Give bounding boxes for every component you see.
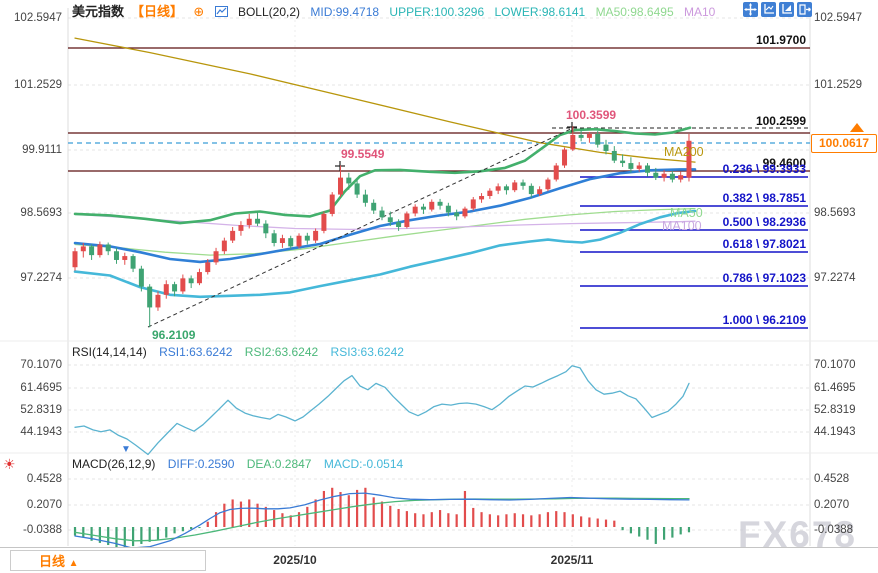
axis-label-left: 0.4528 [26, 473, 62, 485]
annotation-MA200: MA200 [664, 145, 704, 159]
axis-label-right: 52.8319 [814, 404, 856, 416]
annotation-MA50: MA50 [670, 206, 703, 220]
period-selector-button[interactable]: 日线 ▲ [10, 550, 206, 571]
axis-label-right: 0.2070 [814, 499, 850, 511]
pan-icon[interactable] [743, 2, 758, 17]
chart-header: 美元指数 【日线】 ⊕ BOLL(20,2) MID:99.4718 UPPER:… [72, 1, 722, 20]
axis-label-left: 44.1943 [20, 426, 62, 438]
axis-label-left: 52.8319 [20, 404, 62, 416]
boll-label[interactable]: BOLL(20,2) [237, 5, 301, 19]
ma50-value: MA50:98.6495 [595, 5, 674, 19]
annotation-96.2109: 96.2109 [152, 328, 196, 342]
boll-lower-value: LOWER:98.6141 [494, 5, 586, 19]
fib-level-label: 0.236 \ 99.3933 [722, 162, 806, 176]
rsi3-value: RSI3:63.6242 [330, 345, 404, 359]
axis-label-right: 97.2274 [814, 272, 856, 284]
rsi1-value: RSI1:63.6242 [159, 345, 233, 359]
axis-label-left: 101.2529 [14, 79, 62, 91]
ma10-label: MA10 [683, 5, 716, 19]
fib-level-label: 0.618 \ 97.8021 [722, 237, 806, 251]
axis-label-right: 0.4528 [814, 473, 850, 485]
axis-label-right: 44.1943 [814, 426, 856, 438]
triangle-up-icon: ▲ [68, 558, 79, 569]
axis-label-left: 61.4695 [20, 382, 62, 394]
macd-label[interactable]: MACD(26,12,9) [72, 457, 156, 471]
axis-label-left: 98.5693 [20, 207, 62, 219]
fib-level-label: 0.500 \ 98.2936 [722, 215, 806, 229]
axis-label-left: -0.0388 [22, 524, 62, 536]
macd-diff-value: DIFF:0.2590 [167, 457, 235, 471]
axis-label-right: 70.1070 [814, 359, 856, 371]
annotation-MA100: MA100 [662, 219, 702, 233]
price-line-label: 100.2599 [755, 114, 806, 128]
chevron-down-icon[interactable]: ▼ [121, 444, 131, 455]
boll-upper-value: UPPER:100.3296 [389, 5, 485, 19]
indicator-chart-icon[interactable] [214, 5, 228, 19]
axis-label-right: 101.2529 [814, 79, 862, 91]
fib-level-label: 0.786 \ 97.1023 [722, 271, 806, 285]
fib-level-label: 1.000 \ 96.2109 [722, 313, 806, 327]
rsi-header: RSI(14,14,14) RSI1:63.6242 RSI2:63.6242 … [72, 345, 413, 359]
axis-label-right: 102.5947 [814, 12, 862, 24]
symbol-name[interactable]: 美元指数 [72, 4, 125, 19]
axis-label-left: 102.5947 [14, 12, 62, 24]
chart-toolbar [743, 2, 812, 17]
period-label: 日线 [39, 554, 66, 569]
macd-dea-value: DEA:0.2847 [246, 457, 312, 471]
bottom-bar: 日线 ▲ 2025/10 2025/11 [0, 547, 878, 573]
axis-label-left: 99.9111 [22, 144, 62, 156]
x-axis-date: 2025/11 [550, 553, 594, 567]
fib-level-label: 0.382 \ 98.7851 [722, 191, 806, 205]
axis-label-right: 61.4695 [814, 382, 856, 394]
period-tag[interactable]: 【日线】 [131, 4, 184, 19]
indicator-settings-icon[interactable]: ☀ [3, 456, 16, 472]
annotation-99.5549: 99.5549 [341, 147, 385, 161]
boll-mid-value: MID:99.4718 [310, 5, 380, 19]
axis-range-icon[interactable] [761, 2, 776, 17]
axis-label-left: 70.1070 [20, 359, 62, 371]
x-axis-date: 2025/10 [273, 553, 317, 567]
add-compare-icon[interactable]: ⊕ [193, 4, 205, 19]
macd-header: MACD(26,12,9) DIFF:0.2590 DEA:0.2847 MAC… [72, 457, 412, 471]
current-price-badge: 100.0617 [811, 134, 877, 153]
rsi2-value: RSI2:63.6242 [244, 345, 319, 359]
axis-label-right: 98.5693 [814, 207, 856, 219]
axis-label-left: 97.2274 [20, 272, 62, 284]
macd-value: MACD:-0.0514 [323, 457, 404, 471]
axis-pointer-icon[interactable] [779, 2, 794, 17]
axis-label-right: -0.0388 [814, 524, 854, 536]
price-line-label: 101.9700 [755, 33, 806, 47]
annotation-100.3599: 100.3599 [566, 108, 617, 122]
axis-label-left: 0.2070 [26, 499, 62, 511]
rsi-label[interactable]: RSI(14,14,14) [72, 345, 147, 359]
price-line-label: 99.4600 [762, 156, 806, 170]
exit-icon[interactable] [797, 2, 812, 17]
